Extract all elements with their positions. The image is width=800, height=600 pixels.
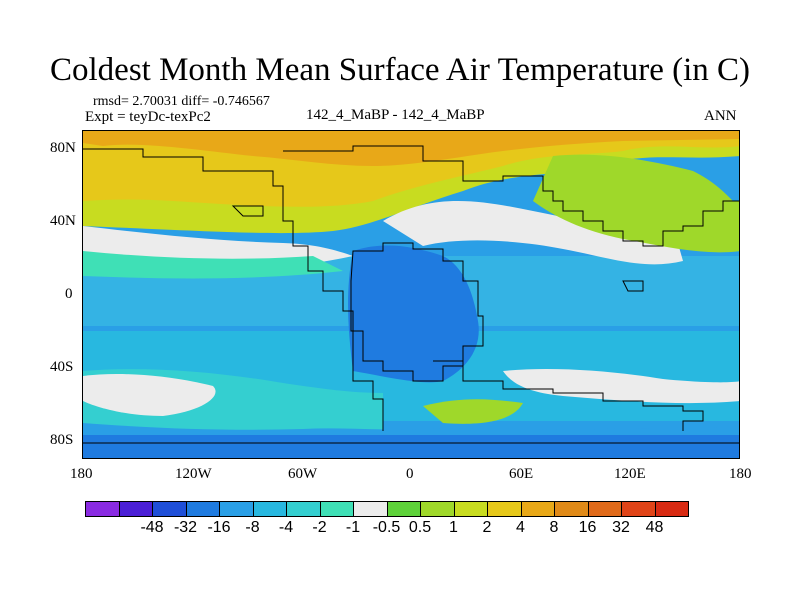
colorbar-swatch — [85, 501, 120, 517]
colorbar-swatch — [353, 501, 388, 517]
colorbar-label: -48 — [140, 519, 164, 536]
comparison-text: 142_4_MaBP - 142_4_MaBP — [306, 107, 485, 123]
colorbar-swatch — [587, 501, 622, 517]
south-indian-white — [503, 369, 739, 404]
lon-label-60e: 60E — [509, 466, 534, 482]
pacific-teal-band — [83, 251, 343, 279]
colorbar-label: 4 — [516, 519, 525, 536]
north-orange-zone — [83, 131, 739, 166]
lat-label-80s: 80S — [50, 432, 74, 448]
map-plot — [83, 131, 739, 458]
lon-label-60w: 60W — [288, 466, 318, 482]
colorbar-swatch — [286, 501, 321, 517]
lon-label-120w: 120W — [175, 466, 212, 482]
colorbar-swatch — [252, 501, 287, 517]
colorbar-label: -8 — [245, 519, 260, 536]
southern-outline — [433, 360, 704, 431]
colorbar-label: 48 — [645, 519, 664, 536]
colorbar-swatch — [152, 501, 187, 517]
asia-green-zone — [533, 154, 739, 253]
colorbar-label: -2 — [312, 519, 327, 536]
colorbar — [85, 501, 689, 517]
island-outline — [231, 205, 264, 217]
lat-label-40s: 40S — [50, 359, 74, 375]
antarctic-coast — [83, 423, 739, 435]
lat-label-40n: 40N — [50, 213, 76, 229]
colorbar-label: -32 — [173, 519, 198, 536]
colorbar-label: -16 — [207, 519, 231, 536]
colorbar-label: 2 — [482, 519, 492, 536]
eurasia-outline — [283, 145, 739, 247]
colorbar-swatch — [219, 501, 254, 517]
colorbar-label: 1 — [449, 519, 458, 536]
america-outline — [83, 148, 384, 431]
stats-text: rmsd= 2.70031 diff= -0.746567 — [93, 94, 270, 109]
lat-label-0: 0 — [65, 286, 73, 302]
colorbar-swatch — [185, 501, 220, 517]
temperature-map — [82, 130, 740, 459]
colorbar-swatch — [386, 501, 421, 517]
lon-label-180w: 180 — [70, 466, 93, 482]
colorbar-label: 16 — [578, 519, 597, 536]
colorbar-swatch — [554, 501, 589, 517]
colorbar-label: 32 — [612, 519, 630, 536]
colorbar-swatch — [654, 501, 689, 517]
season-label: ANN — [704, 108, 737, 124]
colorbar-swatch — [621, 501, 656, 517]
colorbar-label: 0.5 — [408, 519, 432, 536]
colorbar-swatch — [453, 501, 488, 517]
central-cold-land — [348, 245, 479, 383]
colorbar-labels: -48 -32 -16 -8 -4 -2 -1 -0.5 0.5 1 2 4 8 16 32 48 — [85, 519, 775, 539]
colorbar-swatch — [520, 501, 555, 517]
colorbar-label: -1 — [345, 519, 361, 536]
antarctica-cold — [83, 431, 739, 458]
eurasia-white-patch — [383, 201, 683, 265]
page-title: Coldest Month Mean Surface Air Temperatu… — [50, 52, 750, 88]
colorbar-label: -0.5 — [372, 519, 401, 536]
colorbar-label: -4 — [278, 519, 294, 536]
expt-text: Expt = teyDc-texPc2 — [85, 109, 211, 125]
island-outline-2 — [622, 280, 644, 292]
lon-label-180e: 180 — [729, 466, 752, 482]
lat-label-80n: 80N — [50, 140, 76, 156]
colorbar-swatch — [487, 501, 522, 517]
colorbar-swatch — [420, 501, 455, 517]
continent-outlines — [83, 145, 739, 444]
colorbar-label: 8 — [549, 519, 559, 536]
colorbar-swatch — [118, 501, 153, 517]
africa-outline — [350, 242, 484, 382]
antarctic-green-patch — [423, 399, 523, 424]
colorbar-swatch — [319, 501, 354, 517]
lon-label-0: 0 — [406, 466, 414, 482]
lon-label-120e: 120E — [614, 466, 646, 482]
south-pacific-white — [83, 374, 216, 416]
